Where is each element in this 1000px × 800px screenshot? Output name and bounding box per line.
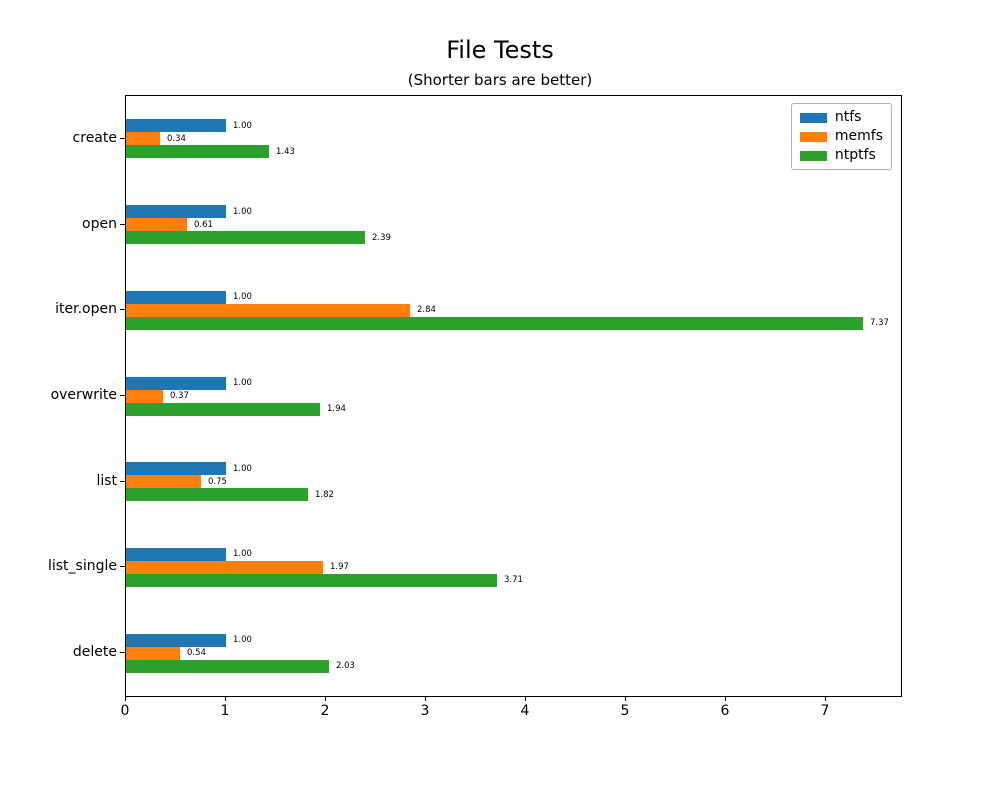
bar-list_single-ntfs [126,547,226,561]
y-tick-mark [120,652,125,654]
value-label-open-memfs: 0.61 [194,219,213,230]
bar-create-ntptfs [126,145,269,159]
plot-area: ntfs memfs ntptfs 1.00 0.34 1.43 1.00 0.61 2.39… [125,95,902,697]
x-tick-label-1: 1 [220,703,230,719]
x-tick-label-6: 6 [720,703,730,719]
value-label-overwrite-ntfs: 1.00 [233,378,252,388]
value-label-delete-ntptfs: 2.03 [336,661,355,672]
value-label-open-ntptfs: 2.39 [372,232,391,243]
x-tick-label-3: 3 [420,703,430,719]
value-label-create-ntptfs: 1.43 [276,146,295,157]
x-tick-mark [425,696,426,701]
value-label-list-ntfs: 1.00 [233,463,252,474]
value-label-open-ntfs: 1.00 [233,206,252,217]
x-tick-label-0: 0 [120,703,130,719]
bar-delete-ntptfs [126,659,329,673]
legend: ntfs memfs ntptfs [790,103,892,170]
x-tick-mark [125,696,126,701]
bar-overwrite-memfs [126,389,163,403]
legend-label-memfs: memfs [834,128,883,144]
legend-entry-memfs: memfs [799,128,883,145]
bar-list-memfs [126,475,201,489]
y-tick-mark [120,566,125,568]
x-tick-label-4: 4 [520,703,530,719]
x-tick-mark [525,696,526,701]
bar-create-memfs [126,132,160,146]
y-tick-label-iter.open: iter.open [55,301,117,318]
legend-entry-ntptfs: ntptfs [799,147,883,164]
bar-list_single-ntptfs [126,573,497,587]
bar-delete-ntfs [126,633,226,647]
x-tick-mark [625,696,626,701]
value-label-list_single-ntptfs: 3.71 [504,575,523,586]
y-tick-label-list: list [96,472,117,489]
value-label-delete-memfs: 0.54 [187,648,206,659]
value-label-overwrite-memfs: 0.37 [170,391,189,401]
value-label-create-ntfs: 1.00 [233,120,252,131]
value-label-iter.open-memfs: 2.84 [417,305,436,316]
bar-create-ntfs [126,119,226,133]
y-tick-mark [120,480,125,482]
legend-swatch-ntptfs [799,150,827,161]
y-tick-mark [120,223,125,225]
y-tick-mark [120,137,125,139]
x-tick-label-2: 2 [320,703,330,719]
value-label-create-memfs: 0.34 [167,133,186,144]
bar-iter.open-ntfs [126,290,226,304]
y-tick-label-overwrite: overwrite [50,387,117,403]
x-tick-mark [225,696,226,701]
bar-open-ntptfs [126,231,365,245]
value-label-iter.open-ntptfs: 7.37 [870,318,889,329]
chart-subtitle: (Shorter bars are better) [407,71,593,89]
y-tick-mark [120,309,125,311]
value-label-list-ntptfs: 1.82 [315,489,334,500]
y-tick-label-create: create [72,129,117,146]
x-tick-mark [325,696,326,701]
legend-label-ntfs: ntfs [834,109,862,125]
bar-iter.open-memfs [126,303,410,317]
bar-overwrite-ntfs [126,376,226,390]
bar-list_single-memfs [126,560,323,574]
value-label-list_single-ntfs: 1.00 [233,549,252,560]
value-label-list_single-memfs: 1.97 [330,562,349,573]
x-tick-mark [725,696,726,701]
value-label-iter.open-ntfs: 1.00 [233,292,252,303]
legend-swatch-ntfs [799,112,827,123]
x-tick-label-5: 5 [620,703,630,719]
x-tick-label-7: 7 [820,703,830,719]
y-tick-label-delete: delete [72,644,117,661]
value-label-overwrite-ntptfs: 1.94 [327,404,346,414]
bar-delete-memfs [126,646,180,660]
bar-open-ntfs [126,205,226,219]
legend-swatch-memfs [799,131,827,142]
y-tick-label-open: open [82,215,117,232]
legend-label-ntptfs: ntptfs [834,147,876,163]
legend-entry-ntfs: ntfs [799,109,883,126]
bar-iter.open-ntptfs [126,316,863,330]
y-tick-mark [120,395,125,396]
bar-list-ntptfs [126,488,308,502]
x-tick-mark [825,696,826,701]
chart-title: File Tests [446,36,554,64]
bar-list-ntfs [126,462,226,476]
y-tick-label-list_single: list_single [47,558,117,575]
value-label-list-memfs: 0.75 [208,476,227,487]
bar-open-memfs [126,218,187,232]
value-label-delete-ntfs: 1.00 [233,635,252,646]
bar-overwrite-ntptfs [126,402,320,416]
